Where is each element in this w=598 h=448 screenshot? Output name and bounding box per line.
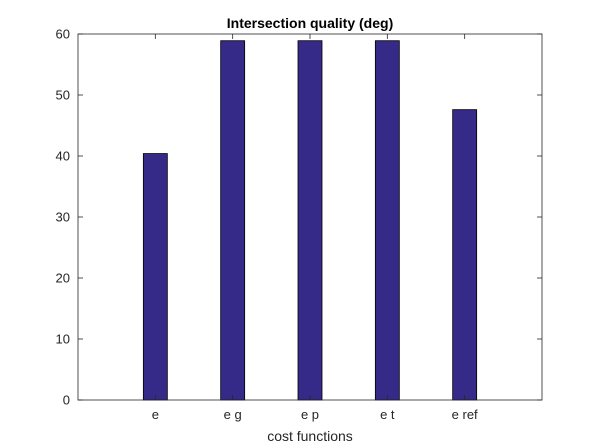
y-tick-label: 20 — [56, 271, 70, 286]
chart-title: Intersection quality (deg) — [227, 15, 393, 31]
y-tick-label: 40 — [56, 149, 70, 164]
y-tick-label: 0 — [63, 393, 70, 408]
y-tick-label: 30 — [56, 210, 70, 225]
bar-e — [142, 153, 168, 401]
x-tick-label: e ref — [452, 407, 478, 422]
bar-e-p — [297, 40, 323, 401]
bar-e-t — [374, 40, 400, 401]
axes — [77, 33, 543, 401]
x-tick-label: e p — [301, 407, 319, 422]
bar-e-ref — [452, 109, 478, 401]
tick-labels: 0 10 20 30 40 50 60 e e g e p e t e ref — [56, 27, 479, 423]
y-tick-label: 50 — [56, 88, 70, 103]
y-tick-label: 10 — [56, 332, 70, 347]
x-axis-label: cost functions — [267, 428, 353, 444]
y-tick-label: 60 — [56, 27, 70, 42]
bars — [142, 40, 478, 401]
x-tick-label: e t — [380, 407, 395, 422]
x-tick-label: e g — [224, 407, 242, 422]
x-tick-label: e — [152, 407, 159, 422]
bar-e-g — [220, 40, 246, 401]
